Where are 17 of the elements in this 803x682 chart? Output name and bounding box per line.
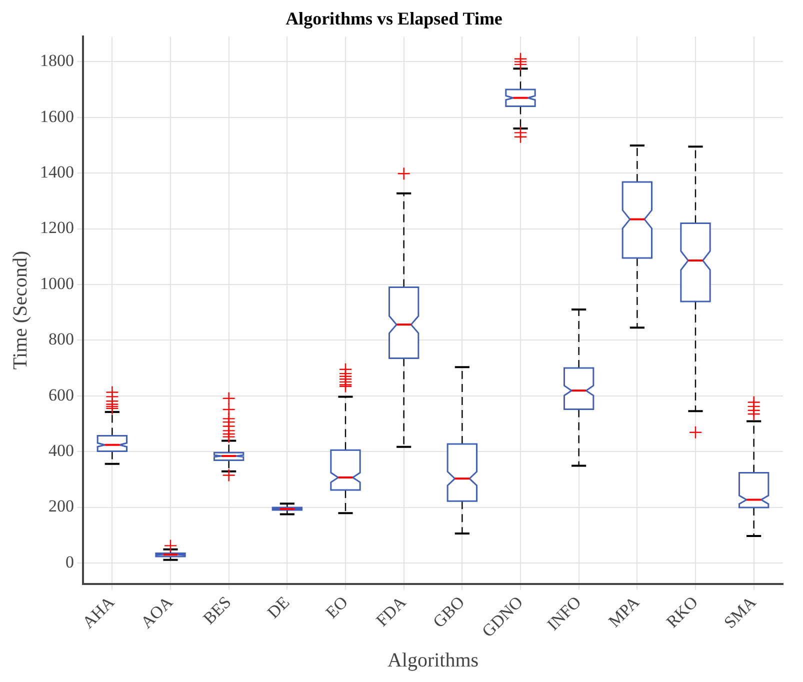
y-tick-label: 800 <box>48 330 74 349</box>
y-tick-label: 400 <box>48 441 74 460</box>
y-tick-label: 1600 <box>40 106 74 126</box>
y-tick-label: 200 <box>48 496 74 516</box>
y-tick-label: 1200 <box>40 218 74 238</box>
x-tick-label: BES <box>199 592 235 628</box>
y-tick-label: 1000 <box>40 274 74 293</box>
x-tick-label: FDA <box>372 592 410 630</box>
y-tick-label: 0 <box>66 552 74 572</box>
y-tick-label: 1400 <box>40 162 74 182</box>
chart-title: Algorithms vs Elapsed Time <box>286 8 502 28</box>
x-axis-title: Algorithms <box>387 649 479 672</box>
y-tick-label: 1800 <box>40 51 74 70</box>
y-axis-title: Time (Second) <box>9 250 32 370</box>
x-tick-label: DE <box>264 592 294 622</box>
y-tick-label: 600 <box>48 385 74 404</box>
x-tick-label: EO <box>322 592 352 622</box>
